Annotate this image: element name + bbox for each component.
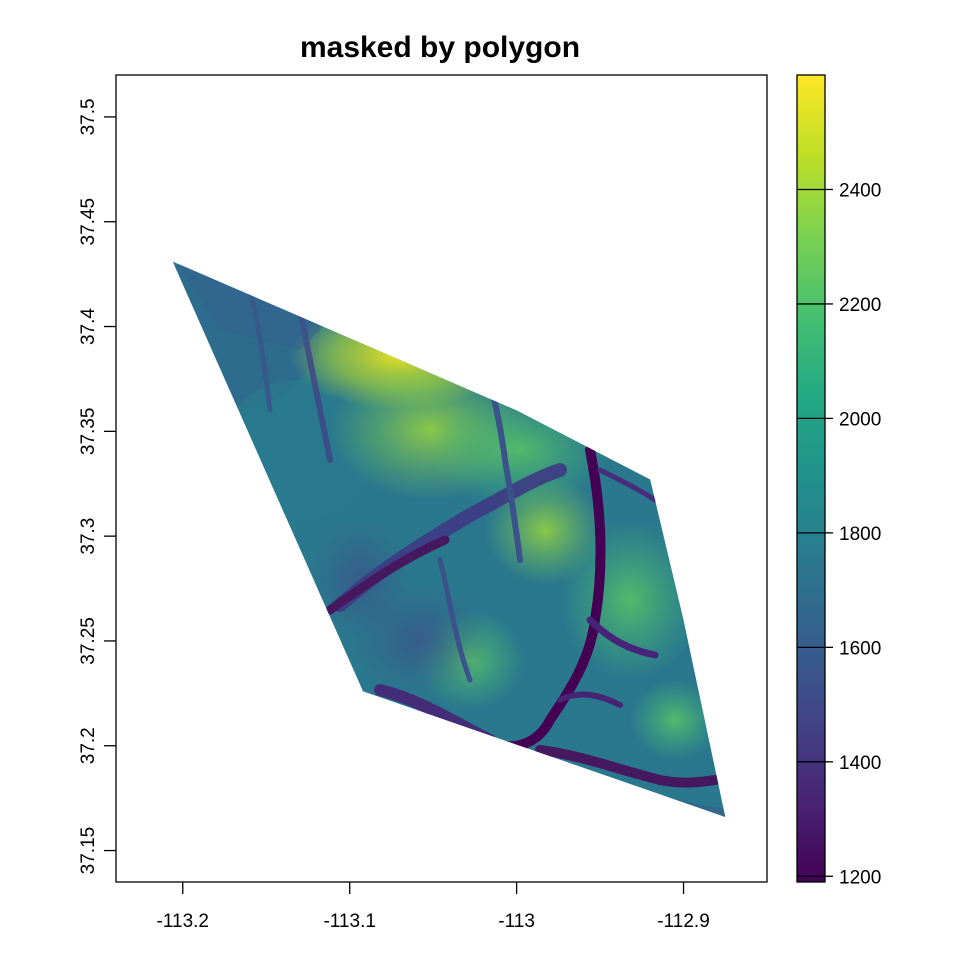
y-tick-label: 37.5 xyxy=(78,98,99,135)
y-tick-label: 37.15 xyxy=(78,827,99,875)
y-tick-label: 37.2 xyxy=(78,727,99,764)
colorbar-tick-label: 1200 xyxy=(839,867,881,888)
elevation-raster xyxy=(172,261,726,818)
colorbar: 1200 1400 1600 1800 2000 2200 2400 xyxy=(796,74,881,888)
plot-frame xyxy=(115,74,768,883)
y-axis: 37.15 37.2 37.25 37.3 37.35 37.4 37.45 37.5 xyxy=(78,98,116,874)
x-tick-label: -112.9 xyxy=(657,911,709,932)
chart-title: masked by polygon xyxy=(300,31,580,64)
x-tick-label: -113.2 xyxy=(157,911,209,932)
colorbar-ticks: 1200 1400 1600 1800 2000 2200 2400 xyxy=(797,180,881,888)
colorbar-tick-label: 1600 xyxy=(839,638,881,659)
x-axis: -113.2 -113.1 -113 -112.9 xyxy=(157,882,710,932)
x-tick-label: -113.1 xyxy=(323,911,375,932)
y-tick-label: 37.45 xyxy=(78,198,99,246)
y-tick-label: 37.4 xyxy=(78,308,99,345)
colorbar-tick-label: 2000 xyxy=(839,409,881,430)
colorbar-gradient xyxy=(796,74,826,883)
colorbar-tick-label: 2200 xyxy=(839,295,881,316)
colorbar-tick-label: 1800 xyxy=(839,524,881,545)
colorbar-tick-label: 1400 xyxy=(839,753,881,774)
x-tick-label: -113 xyxy=(498,911,535,932)
y-tick-label: 37.35 xyxy=(78,408,99,456)
colorbar-tick-label: 2400 xyxy=(839,180,881,201)
y-tick-label: 37.3 xyxy=(78,518,99,555)
y-tick-label: 37.25 xyxy=(78,617,99,665)
